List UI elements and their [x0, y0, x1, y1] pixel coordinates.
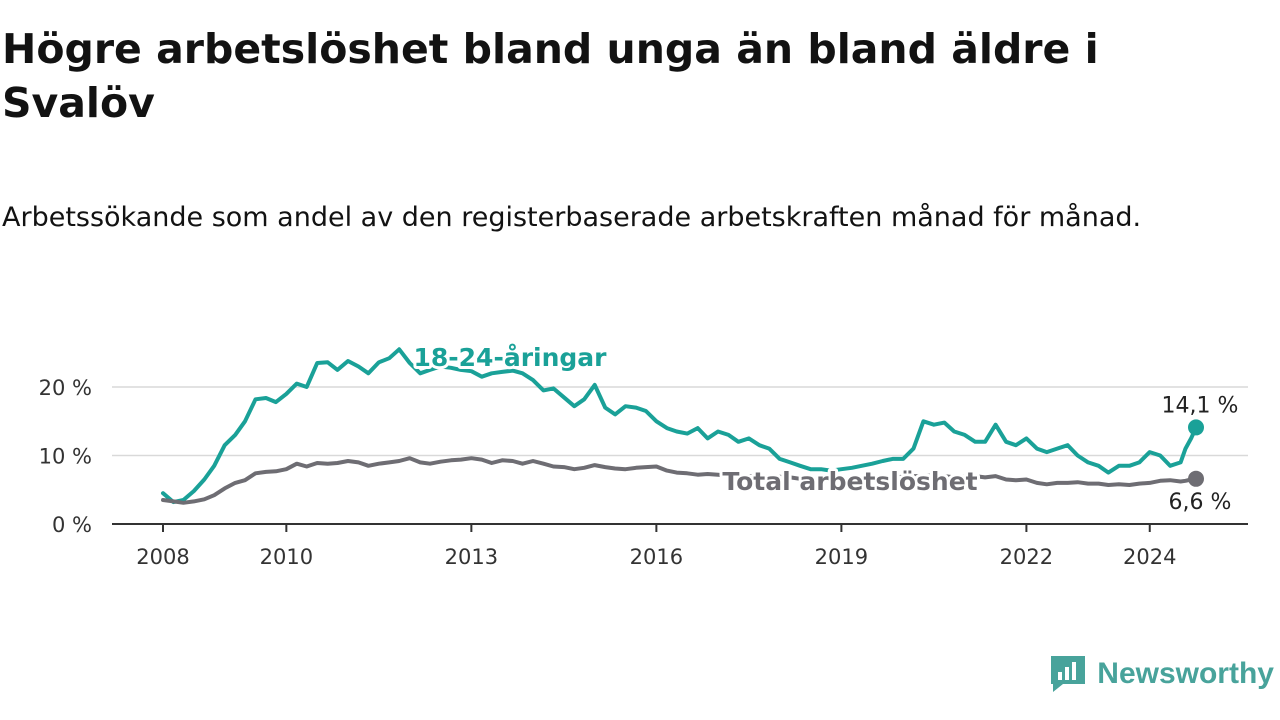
series-line-1 [161, 456, 1198, 505]
series-name-label: 18-24-åringar [414, 343, 608, 372]
x-axis: 2008 2010 2013 2016 2019 2022 2024 [112, 523, 1248, 569]
series-name-label: Total arbetslöshet [722, 467, 977, 496]
series-end-point [1188, 419, 1204, 436]
series-end-label: 14,1 % [1162, 393, 1239, 418]
series-labels: 14,1 % 6,6 % 18-24-åringar Total arbetslösh… [411, 340, 1241, 517]
chart-title: Högre arbetslöshet bland unga än bland ä… [2, 25, 1099, 127]
y-axis-ticks: 0 % 10 % 20 % [39, 376, 92, 537]
x-tick-label: 2008 [136, 545, 189, 569]
series-line-0 [161, 347, 1198, 505]
x-tick-label: 2022 [1000, 545, 1053, 569]
x-tick-label: 2024 [1123, 545, 1176, 569]
series-end-point [1188, 470, 1204, 487]
x-tick-label: 2019 [815, 545, 868, 569]
x-tick-label: 2013 [445, 545, 498, 569]
newsworthy-icon [1051, 656, 1086, 692]
x-tick-label: 2016 [630, 545, 683, 569]
y-tick-label: 20 % [39, 376, 92, 400]
chart-subtitle: Arbetssökande som andel av den registerb… [2, 202, 1142, 233]
y-tick-label: 0 % [52, 513, 92, 537]
x-tick-label: 2010 [260, 545, 313, 569]
series-lines [161, 347, 1204, 505]
brand-name: Newsworthy [1097, 657, 1274, 690]
series-end-label: 6,6 % [1169, 490, 1232, 515]
y-tick-label: 10 % [39, 445, 92, 469]
newsworthy-logo: Newsworthy [1049, 652, 1274, 696]
